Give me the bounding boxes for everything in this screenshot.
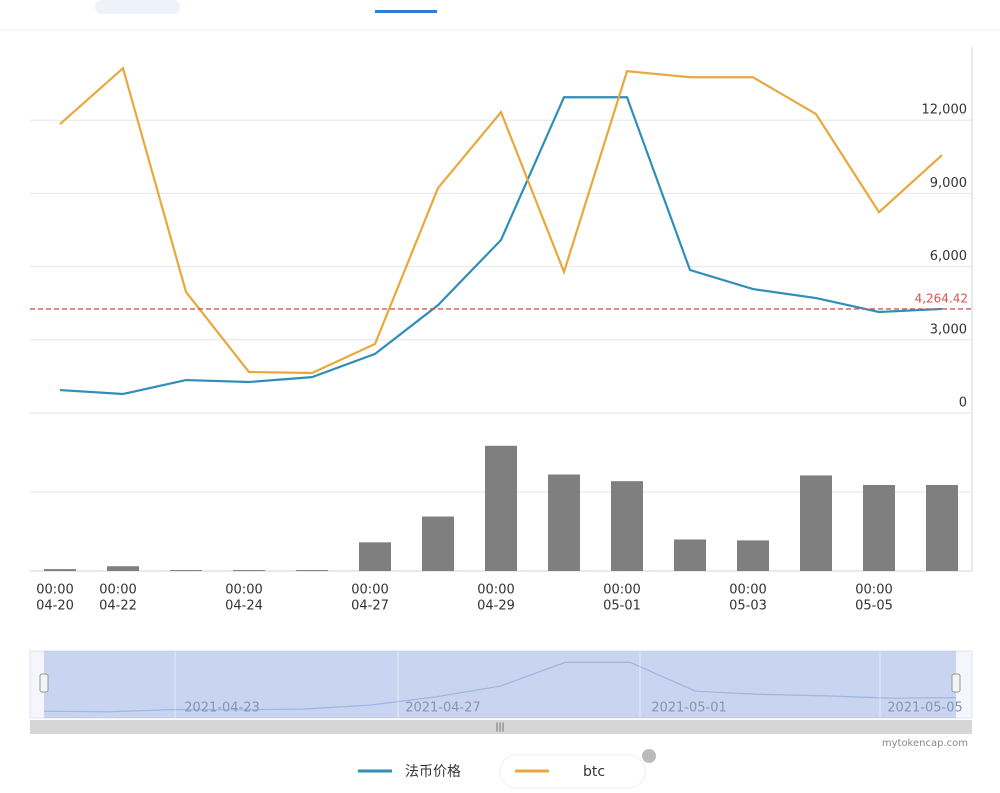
zoom-handle[interactable] (39, 673, 49, 693)
x-tick-time: 00:00 (477, 583, 514, 598)
x-tick-date: 05-01 (603, 599, 641, 614)
y-tick-label: 6,000 (930, 249, 967, 264)
zoom-handle[interactable] (951, 673, 961, 693)
x-tick-date: 05-03 (729, 599, 767, 614)
volume-bar (44, 569, 76, 571)
x-tick-date: 04-22 (99, 599, 137, 614)
watermark: mytokencap.com (882, 738, 968, 749)
volume-bar (926, 484, 958, 571)
legend-hover-box (499, 754, 646, 789)
x-tick-date: 04-24 (225, 599, 263, 614)
x-tick-time: 00:00 (603, 583, 640, 598)
legend-label[interactable]: 法币价格 (405, 764, 461, 780)
zoom-label: 2021-04-27 (405, 701, 481, 716)
scrollbar-grip[interactable]: ||| (495, 723, 504, 733)
x-tick-time: 00:00 (99, 583, 136, 598)
volume-bar (233, 570, 265, 571)
volume-bar (296, 570, 328, 571)
tab[interactable] (95, 0, 180, 14)
mark-line-label: 4,264.42 (915, 291, 968, 305)
tab-active[interactable] (375, 10, 437, 13)
series-line (59, 66, 943, 375)
y-tick-label: 12,000 (922, 103, 968, 118)
x-tick-time: 00:00 (351, 583, 388, 598)
zoom-label: 2021-05-01 (651, 701, 727, 716)
series-line (59, 96, 943, 396)
x-tick-time: 00:00 (36, 583, 73, 598)
volume-bar (737, 540, 769, 571)
zoom-background (29, 650, 973, 719)
volume-bar (485, 445, 517, 571)
x-tick-date: 04-27 (351, 599, 389, 614)
legend-close[interactable] (642, 749, 656, 763)
x-tick-date: 04-20 (36, 599, 74, 614)
volume-bar (800, 475, 832, 571)
zoom-window[interactable] (44, 651, 956, 718)
volume-bar (359, 542, 391, 571)
volume-bar (170, 570, 202, 571)
x-tick-date: 05-05 (855, 599, 893, 614)
volume-bar (422, 516, 454, 571)
x-tick-time: 00:00 (729, 583, 766, 598)
scrollbar[interactable] (30, 720, 972, 734)
zoom-label: 2021-04-23 (184, 701, 260, 716)
volume-bar (863, 484, 895, 571)
x-tick-time: 00:00 (855, 583, 892, 598)
volume-bar (611, 481, 643, 571)
volume-bar (107, 566, 139, 571)
y-tick-label: 9,000 (930, 176, 967, 191)
zoom-label: 2021-05-05 (887, 701, 963, 716)
y-tick-label: 0 (959, 396, 967, 411)
x-tick-time: 00:00 (225, 583, 262, 598)
volume-bar (674, 539, 706, 571)
x-tick-date: 04-29 (477, 599, 515, 614)
y-tick-label: 3,000 (930, 322, 967, 337)
volume-bar (548, 474, 580, 571)
zoom-shadow (43, 661, 957, 713)
legend-label[interactable]: btc (583, 764, 605, 780)
